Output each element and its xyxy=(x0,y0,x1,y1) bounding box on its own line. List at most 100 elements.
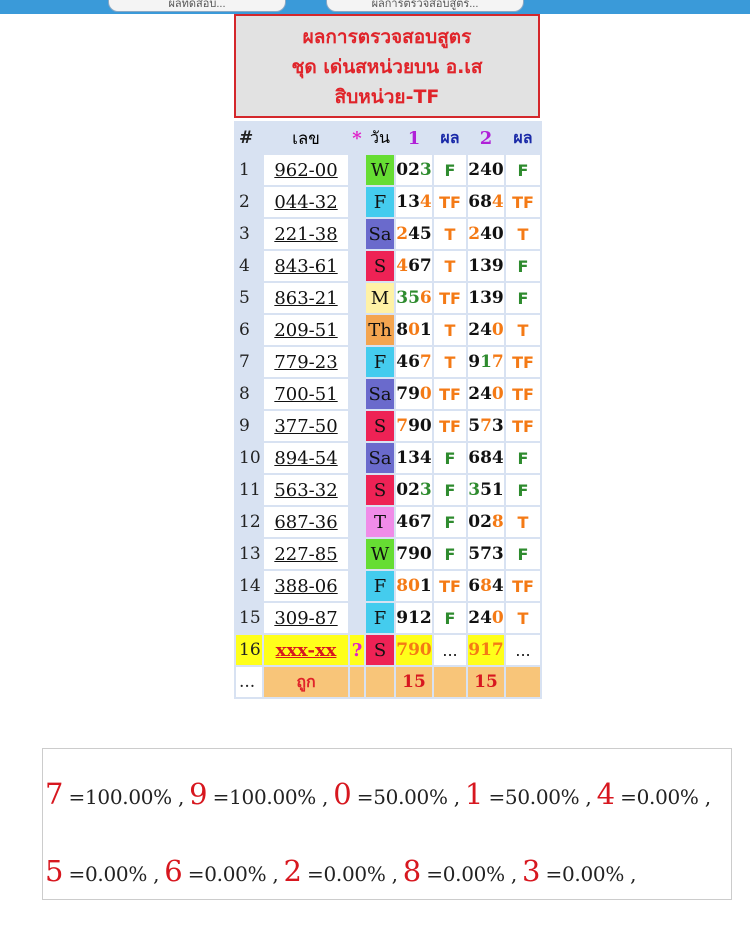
set-2-digits: 573 xyxy=(466,537,506,571)
number-link[interactable]: 377-50 xyxy=(262,409,350,443)
day-cell: Th xyxy=(364,313,396,347)
empty-cell xyxy=(432,665,468,699)
digit: 8 xyxy=(396,320,409,340)
set-1-digits: 023 xyxy=(394,473,434,507)
number-link[interactable]: 687-36 xyxy=(262,505,350,539)
row-index: 10 xyxy=(234,441,264,475)
result-2: F xyxy=(504,249,542,283)
set-2-digits: 139 xyxy=(466,249,506,283)
digit: 4 xyxy=(480,160,492,180)
set-1-digits: 801 xyxy=(394,569,434,603)
number-link[interactable]: 227-85 xyxy=(262,537,350,571)
page-title: ผลการตรวจสอบสูตร ชุด เด่นสหน่วยบน อ.เส ส… xyxy=(234,14,540,118)
day-cell: F xyxy=(364,345,396,379)
set-2-digits: 917 xyxy=(466,633,506,667)
empty-cell xyxy=(504,665,542,699)
set-2-digits: 684 xyxy=(466,441,506,475)
number-link[interactable]: 962-00 xyxy=(262,153,350,187)
digit: 2 xyxy=(468,320,481,340)
table-row: 8 700-51 Sa 790 TF 240 TF xyxy=(234,377,542,411)
result-2: T xyxy=(504,217,542,251)
set-2-digits: 351 xyxy=(466,473,506,507)
row-index: 12 xyxy=(234,505,264,539)
digit: 3 xyxy=(491,416,504,436)
digit: 1 xyxy=(396,448,409,468)
formula-check-button[interactable]: ผลการตรวจสอบสูตร... xyxy=(326,0,524,12)
result-2: T xyxy=(504,313,542,347)
table-row: 13 227-85 W 790 F 573 F xyxy=(234,537,542,571)
digit: 4 xyxy=(491,576,504,596)
row-index: 14 xyxy=(234,569,264,603)
header-result-1: ผล xyxy=(432,121,468,155)
result-2: F xyxy=(504,537,542,571)
digit: 7 xyxy=(419,256,432,276)
digit: 6 xyxy=(408,352,420,372)
result-2: TF xyxy=(504,185,542,219)
digit: 2 xyxy=(396,224,409,244)
day-cell: F xyxy=(364,185,396,219)
digit: 0 xyxy=(491,320,504,340)
empty-cell xyxy=(348,665,366,699)
number-link[interactable]: 894-54 xyxy=(262,441,350,475)
number-link[interactable]: 209-51 xyxy=(262,313,350,347)
result-1: F xyxy=(432,153,468,187)
result-2: TF xyxy=(504,569,542,603)
digit: 1 xyxy=(468,256,481,276)
day-cell: S xyxy=(364,473,396,507)
stat-digit: 9 xyxy=(189,777,208,811)
result-1: T xyxy=(432,313,468,347)
day-cell: Sa xyxy=(364,217,396,251)
row-index: 7 xyxy=(234,345,264,379)
number-link[interactable]: 388-06 xyxy=(262,569,350,603)
digit: 6 xyxy=(468,192,481,212)
number-link[interactable]: 309-87 xyxy=(262,601,350,635)
set-1-digits: 467 xyxy=(394,249,434,283)
unknown-marker: ? xyxy=(348,633,366,667)
digit: 4 xyxy=(480,320,492,340)
star-cell xyxy=(348,601,366,635)
set-2-digits: 240 xyxy=(466,153,506,187)
stats-line: 7 =100.00% , 9 =100.00% , 0 =50.00% , 1 … xyxy=(45,777,731,854)
test-results-button[interactable]: ผลทดสอบ... xyxy=(108,0,286,12)
digit: 2 xyxy=(480,512,492,532)
number-link[interactable]: 044-32 xyxy=(262,185,350,219)
stat-digit: 7 xyxy=(45,777,64,811)
number-link[interactable]: 843-61 xyxy=(262,249,350,283)
digit: 9 xyxy=(408,384,420,404)
number-link[interactable]: xxx-xx xyxy=(262,633,350,667)
digit: 8 xyxy=(491,512,504,532)
number-link[interactable]: 863-21 xyxy=(262,281,350,315)
digit: 3 xyxy=(419,480,432,500)
pending-row: 16 xxx-xx? S 790... 917... xyxy=(234,633,542,667)
table-row: 12 687-36 T 467 F 028 T xyxy=(234,505,542,539)
number-link[interactable]: 563-32 xyxy=(262,473,350,507)
row-index: 15 xyxy=(234,601,264,635)
row-index: 16 xyxy=(234,633,264,667)
header-index: # xyxy=(234,121,264,155)
totals-row: ... ถูก 15 15 xyxy=(234,665,542,699)
row-index: 9 xyxy=(234,409,264,443)
number-link[interactable]: 700-51 xyxy=(262,377,350,411)
set-1-digits: 023 xyxy=(394,153,434,187)
digit: 8 xyxy=(396,576,409,596)
total-set-2: 15 xyxy=(466,665,506,699)
day-cell: Sa xyxy=(364,441,396,475)
digit: 7 xyxy=(480,544,492,564)
table-header-row: # เลข * วัน 1 ผล 2 ผล xyxy=(234,121,542,155)
digit: 2 xyxy=(408,480,420,500)
digit: 6 xyxy=(419,288,432,308)
stat-percent: =0.00% , xyxy=(307,862,398,886)
result-1: TF xyxy=(432,409,468,443)
digit: 7 xyxy=(396,416,409,436)
number-link[interactable]: 779-23 xyxy=(262,345,350,379)
title-line-3: สิบหน่วย-TF xyxy=(334,86,440,108)
digit: 4 xyxy=(396,352,409,372)
more-button[interactable]: ... xyxy=(234,665,264,699)
star-cell xyxy=(348,409,366,443)
stat-percent: =50.00% , xyxy=(356,785,460,809)
result-1: F xyxy=(432,473,468,507)
digit: 3 xyxy=(480,288,492,308)
number-link[interactable]: 221-38 xyxy=(262,217,350,251)
digit: 3 xyxy=(468,480,481,500)
result-2: T xyxy=(504,601,542,635)
